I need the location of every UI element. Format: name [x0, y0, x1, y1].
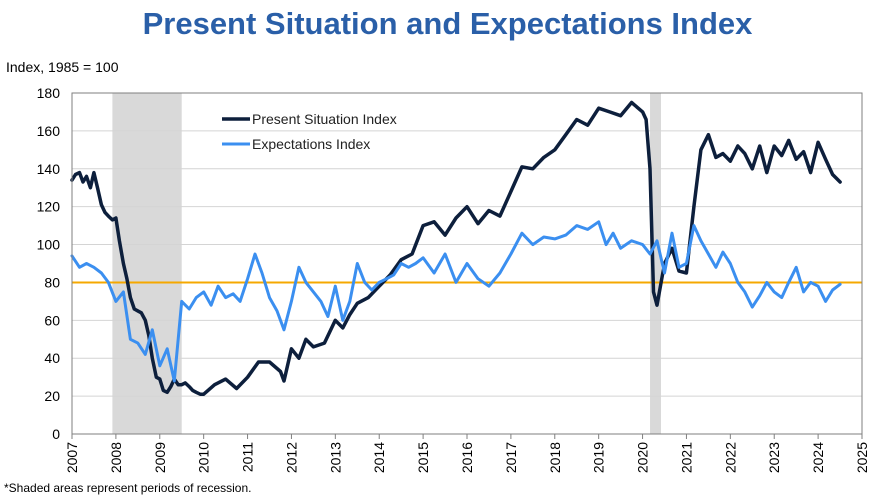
y-tick-label-160: 160: [37, 123, 61, 139]
x-tick-label-2014: 2014: [371, 442, 387, 473]
series-line-present-situation-index: [70, 100, 842, 396]
x-tick-label-2013: 2013: [327, 442, 343, 473]
y-tick-label-100: 100: [37, 237, 61, 253]
y-tick-label-60: 60: [44, 312, 60, 328]
axes-group: 0 20 40 60 80 100 120 140 160 180 2007 2008 2009 2010…: [37, 85, 870, 473]
y-tick-label-120: 120: [37, 199, 61, 215]
y-axis-unit-label: Index, 1985 = 100: [6, 59, 119, 75]
recession-band-2: [650, 93, 661, 434]
legend: Present Situation Index Expectations Inde…: [222, 111, 397, 152]
legend-label-expectations-index: Expectations Index: [252, 136, 370, 152]
x-tick-label-2015: 2015: [415, 442, 431, 473]
x-tick-label-2016: 2016: [459, 442, 475, 473]
x-tick-label-2008: 2008: [108, 442, 124, 473]
recession-shading-group: [112, 93, 661, 434]
footnote: *Shaded areas represent periods of reces…: [4, 481, 252, 495]
x-tick-label-2023: 2023: [766, 442, 782, 473]
x-tick-label-2020: 2020: [635, 442, 651, 473]
x-tick-label-2019: 2019: [591, 442, 607, 473]
x-tick-label-2011: 2011: [240, 442, 256, 472]
series-group: [70, 100, 842, 396]
series-line-expectations-index: [70, 220, 842, 383]
y-tick-label-0: 0: [52, 426, 60, 442]
x-tick-label-2009: 2009: [152, 442, 168, 473]
x-tick-label-2010: 2010: [196, 442, 212, 473]
chart-title: Present Situation and Expectations Index: [142, 6, 753, 41]
x-tick-label-2007: 2007: [64, 442, 80, 473]
y-tick-label-20: 20: [44, 388, 60, 404]
y-tick-label-140: 140: [37, 161, 61, 177]
x-tick-label-2018: 2018: [547, 442, 563, 473]
y-tick-label-80: 80: [44, 274, 60, 290]
gridlines-group: [72, 92, 862, 397]
x-tick-label-2025: 2025: [854, 442, 870, 473]
x-tick-label-2022: 2022: [722, 442, 738, 473]
y-tick-label-40: 40: [44, 350, 60, 366]
x-tick-label-2021: 2021: [678, 442, 694, 473]
x-tick-label-2012: 2012: [283, 442, 299, 473]
x-tick-label-2024: 2024: [810, 442, 826, 473]
y-tick-label-180: 180: [37, 85, 61, 101]
x-tick-label-2017: 2017: [503, 442, 519, 473]
legend-label-present-situation-index: Present Situation Index: [252, 111, 397, 127]
